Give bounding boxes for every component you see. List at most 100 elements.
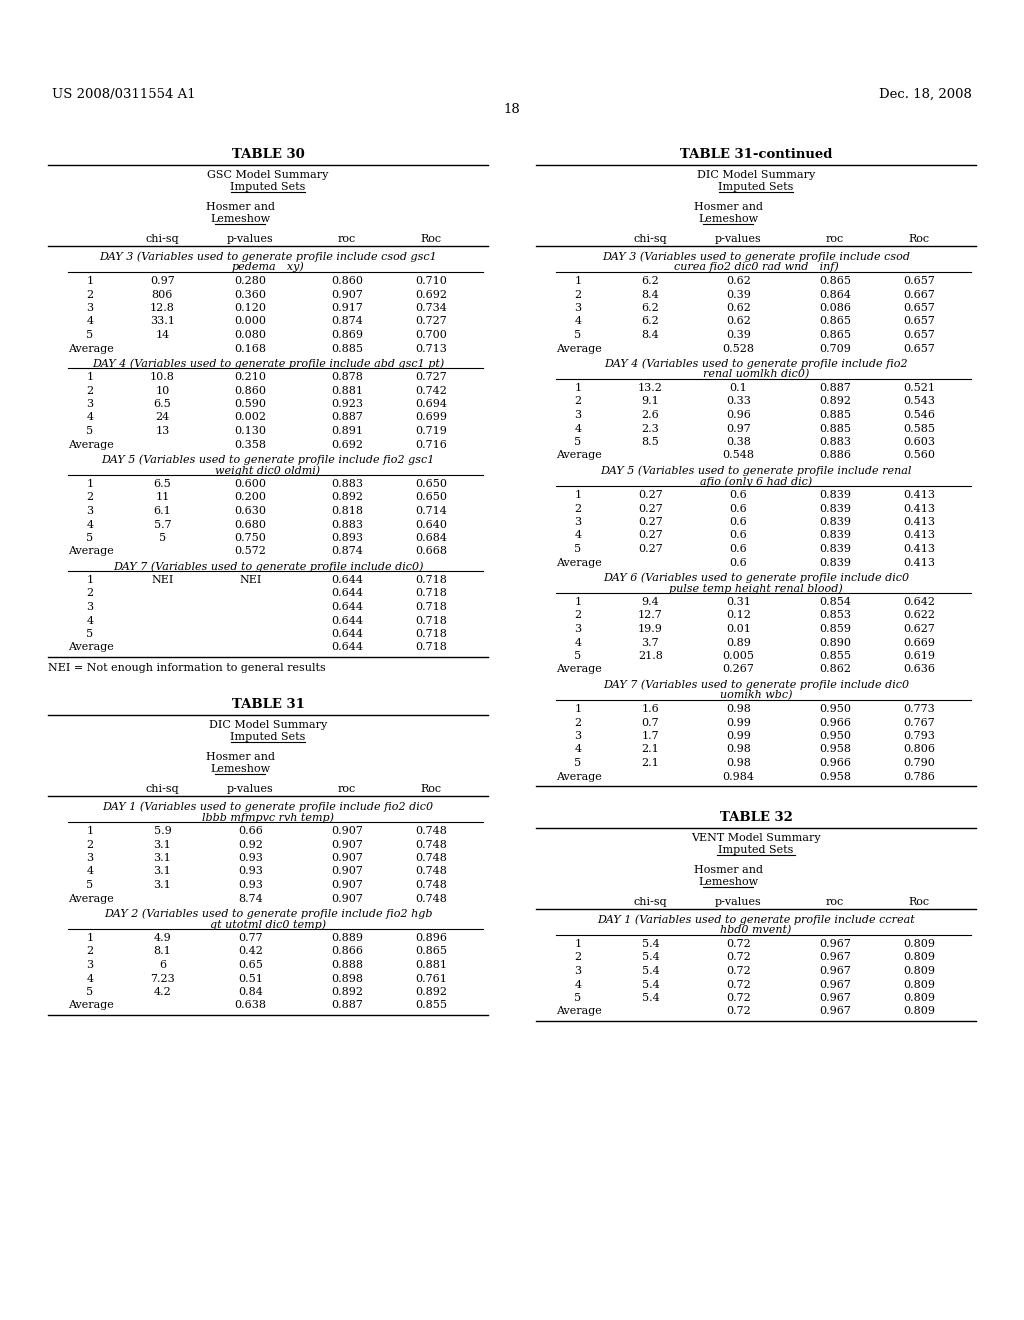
Text: 0.548: 0.548 — [722, 450, 755, 461]
Text: 0.809: 0.809 — [903, 966, 935, 975]
Text: 4: 4 — [574, 638, 582, 648]
Text: 0.883: 0.883 — [331, 479, 364, 488]
Text: 0.62: 0.62 — [726, 304, 751, 313]
Text: 0.640: 0.640 — [415, 520, 446, 529]
Text: 0.168: 0.168 — [234, 343, 266, 354]
Text: DAY 5 (Variables used to generate profile include renal: DAY 5 (Variables used to generate profil… — [600, 465, 911, 475]
Text: 0.734: 0.734 — [415, 304, 446, 313]
Text: 0.01: 0.01 — [726, 624, 751, 634]
Text: 0.692: 0.692 — [415, 289, 446, 300]
Text: 7.23: 7.23 — [151, 974, 175, 983]
Text: 0.6: 0.6 — [729, 544, 748, 554]
Text: TABLE 31-continued: TABLE 31-continued — [680, 148, 833, 161]
Text: 0.93: 0.93 — [238, 880, 263, 890]
Text: 0.93: 0.93 — [238, 853, 263, 863]
Text: 0.716: 0.716 — [415, 440, 446, 450]
Text: 3.1: 3.1 — [154, 866, 171, 876]
Text: 0.896: 0.896 — [415, 933, 446, 942]
Text: 3: 3 — [574, 731, 582, 741]
Text: 0.710: 0.710 — [415, 276, 446, 286]
Text: 0.699: 0.699 — [415, 412, 446, 422]
Text: 0.120: 0.120 — [234, 304, 266, 313]
Text: chi-sq: chi-sq — [634, 234, 668, 244]
Text: DAY 2 (Variables used to generate profile include fio2 hgb: DAY 2 (Variables used to generate profil… — [103, 908, 432, 919]
Text: 5.4: 5.4 — [641, 993, 659, 1003]
Text: 0.727: 0.727 — [415, 317, 446, 326]
Text: 10.8: 10.8 — [150, 372, 175, 381]
Text: 0.644: 0.644 — [331, 643, 364, 652]
Text: 0.790: 0.790 — [903, 758, 935, 768]
Text: 2: 2 — [574, 718, 582, 727]
Text: 0.72: 0.72 — [726, 966, 751, 975]
Text: 5.9: 5.9 — [154, 826, 171, 836]
Text: 0.72: 0.72 — [726, 953, 751, 962]
Text: 0.966: 0.966 — [819, 718, 851, 727]
Text: 0.72: 0.72 — [726, 939, 751, 949]
Text: DAY 7 (Variables used to generate profile include dic0): DAY 7 (Variables used to generate profil… — [113, 561, 423, 572]
Text: 0.887: 0.887 — [819, 383, 851, 393]
Text: chi-sq: chi-sq — [145, 784, 179, 795]
Text: 0.98: 0.98 — [726, 758, 751, 768]
Text: 0.967: 0.967 — [819, 993, 851, 1003]
Text: afio (only 6 had dic): afio (only 6 had dic) — [699, 477, 812, 487]
Text: 0.96: 0.96 — [726, 411, 751, 420]
Text: 0.12: 0.12 — [726, 610, 751, 620]
Text: 0.27: 0.27 — [638, 544, 663, 554]
Text: 0.889: 0.889 — [331, 933, 364, 942]
Text: 0.62: 0.62 — [726, 317, 751, 326]
Text: 5: 5 — [86, 533, 93, 543]
Text: 9.4: 9.4 — [641, 597, 659, 607]
Text: 0.590: 0.590 — [234, 399, 266, 409]
Text: 0.700: 0.700 — [415, 330, 446, 341]
Text: 0.528: 0.528 — [722, 343, 755, 354]
Text: 2: 2 — [86, 385, 93, 396]
Text: 0.644: 0.644 — [331, 589, 364, 598]
Text: 0.6: 0.6 — [729, 531, 748, 540]
Text: 0.885: 0.885 — [819, 424, 851, 433]
Text: 0.600: 0.600 — [234, 479, 266, 488]
Text: 0.89: 0.89 — [726, 638, 751, 648]
Text: 2: 2 — [86, 946, 93, 957]
Text: 0.413: 0.413 — [903, 517, 935, 527]
Text: p-values: p-values — [227, 784, 273, 795]
Text: 0.958: 0.958 — [819, 771, 851, 781]
Text: 0.709: 0.709 — [819, 343, 851, 354]
Text: 0.839: 0.839 — [819, 557, 851, 568]
Text: 0.1: 0.1 — [729, 383, 748, 393]
Text: 0.657: 0.657 — [903, 304, 935, 313]
Text: 0.718: 0.718 — [415, 630, 446, 639]
Text: 3: 3 — [86, 853, 93, 863]
Text: 0.887: 0.887 — [331, 412, 364, 422]
Text: 0.27: 0.27 — [638, 517, 663, 527]
Text: US 2008/0311554 A1: US 2008/0311554 A1 — [52, 88, 196, 102]
Text: 0.885: 0.885 — [331, 343, 364, 354]
Text: 0.853: 0.853 — [819, 610, 851, 620]
Text: 0.619: 0.619 — [903, 651, 935, 661]
Text: 1: 1 — [574, 276, 582, 286]
Text: 1: 1 — [574, 939, 582, 949]
Text: 2: 2 — [86, 589, 93, 598]
Text: 0.39: 0.39 — [726, 289, 751, 300]
Text: 0.748: 0.748 — [415, 866, 446, 876]
Text: 0.898: 0.898 — [331, 974, 364, 983]
Text: 0.862: 0.862 — [819, 664, 851, 675]
Text: 0.719: 0.719 — [415, 426, 446, 436]
Text: 0.33: 0.33 — [726, 396, 751, 407]
Text: 0.839: 0.839 — [819, 544, 851, 554]
Text: Average: Average — [556, 1006, 602, 1016]
Text: 0.809: 0.809 — [903, 939, 935, 949]
Text: 12.8: 12.8 — [150, 304, 175, 313]
Text: 0.572: 0.572 — [234, 546, 266, 557]
Text: 0.521: 0.521 — [903, 383, 935, 393]
Text: 0.786: 0.786 — [903, 771, 935, 781]
Text: 5.7: 5.7 — [154, 520, 171, 529]
Text: 5: 5 — [574, 330, 582, 341]
Text: 6: 6 — [159, 960, 166, 970]
Text: 0.748: 0.748 — [415, 853, 446, 863]
Text: 0.657: 0.657 — [903, 317, 935, 326]
Text: 11: 11 — [156, 492, 170, 503]
Text: 0.809: 0.809 — [903, 993, 935, 1003]
Text: chi-sq: chi-sq — [145, 234, 179, 244]
Text: 0.657: 0.657 — [903, 343, 935, 354]
Text: 1: 1 — [86, 372, 93, 381]
